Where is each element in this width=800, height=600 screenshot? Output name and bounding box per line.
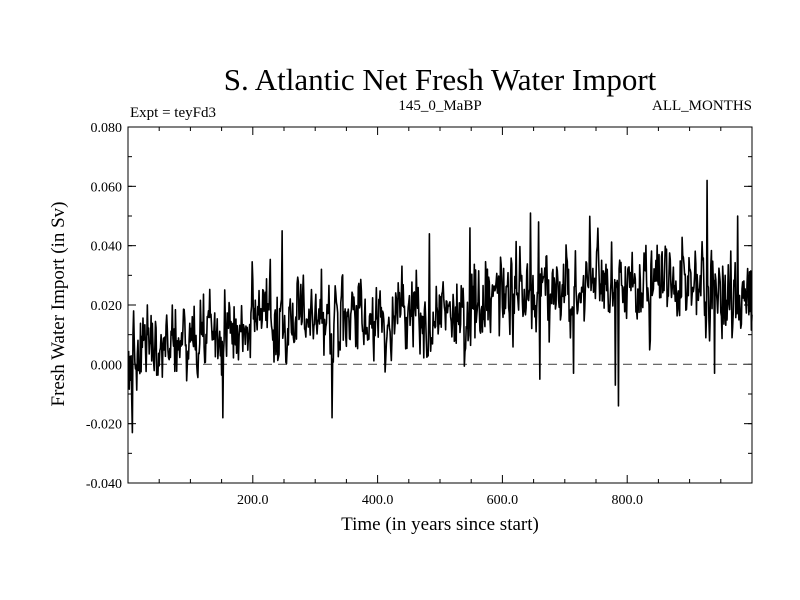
data-series-line: [127, 179, 753, 434]
y-tick-label: 0.000: [91, 358, 123, 373]
chart-title: S. Atlantic Net Fresh Water Import: [224, 62, 657, 97]
period-label: 145_0_MaBP: [398, 98, 481, 114]
x-axis: 200.0 400.0 600.0 800.0: [158, 127, 722, 508]
x-tick-label: 200.0: [237, 493, 269, 508]
x-tick-label: 600.0: [487, 493, 519, 508]
y-axis-label: Fresh Water Import (in Sv): [48, 202, 69, 407]
y-tick-label: 0.020: [91, 299, 123, 314]
months-label: ALL_MONTHS: [652, 98, 752, 114]
x-axis-label: Time (in years since start): [341, 514, 539, 535]
y-tick-label: 0.060: [91, 180, 123, 195]
y-tick-label: -0.020: [86, 418, 122, 433]
y-tick-label: 0.040: [91, 240, 123, 255]
plot-frame: [127, 126, 753, 484]
x-tick-label: 800.0: [611, 493, 643, 508]
experiment-label: Expt = teyFd3: [130, 105, 216, 121]
x-tick-label: 400.0: [362, 493, 394, 508]
y-tick-label: -0.040: [86, 477, 122, 492]
y-tick-label: 0.080: [91, 121, 123, 136]
